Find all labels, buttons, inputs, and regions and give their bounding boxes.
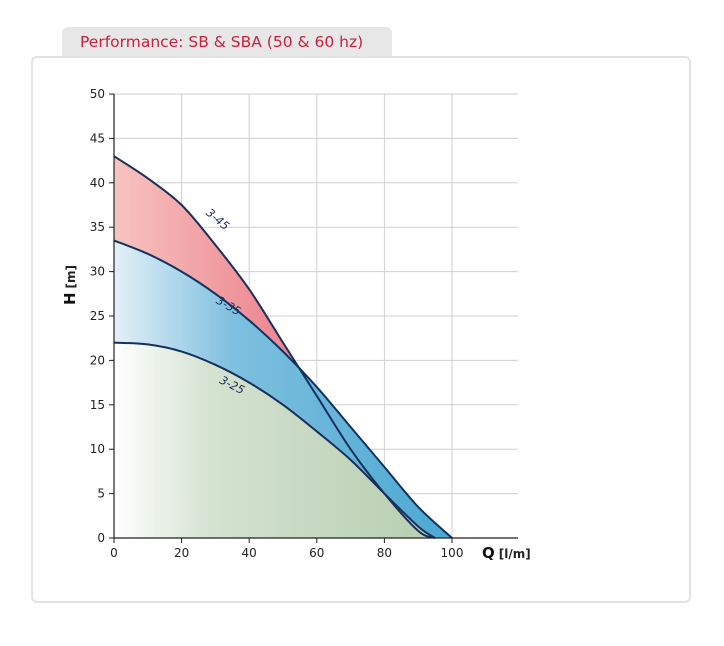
x-tick-label: 0 — [110, 546, 118, 560]
y-tick-label: 0 — [97, 531, 105, 545]
axes — [109, 93, 518, 543]
y-tick-label: 25 — [90, 309, 105, 323]
chart-title-tab: Performance: SB & SBA (50 & 60 hz) — [62, 27, 392, 57]
y-tick-label: 30 — [90, 265, 105, 279]
x-tick-label: 80 — [377, 546, 392, 560]
x-tick-label: 40 — [242, 546, 257, 560]
curve-label-3-45: 3-45 — [203, 205, 232, 233]
y-tick-label: 35 — [90, 220, 105, 234]
y-tick-label: 20 — [90, 353, 105, 367]
y-tick-label: 15 — [90, 398, 105, 412]
curve-lines — [113, 155, 453, 539]
y-axis-label: H[m] — [61, 265, 79, 305]
area-3-25 — [114, 342, 436, 538]
y-tick-label: 45 — [90, 131, 105, 145]
series-line-3-45 — [113, 155, 436, 539]
x-tick-label: 20 — [174, 546, 189, 560]
series-line-3-25 — [113, 341, 436, 539]
series-line-3-35 — [113, 239, 453, 539]
x-tick-label: 100 — [441, 546, 464, 560]
curve-areas — [114, 156, 452, 538]
y-tick-label: 10 — [90, 442, 105, 456]
y-tick-label: 50 — [90, 87, 105, 101]
x-axis-label: Q [l/m] — [482, 544, 531, 562]
y-tick-label: 40 — [90, 176, 105, 190]
y-tick-label: 5 — [97, 487, 105, 501]
x-tick-label: 60 — [309, 546, 324, 560]
tick-labels: 0 5 10 15 20 25 30 35 40 45 50 0 20 40 60 80 100 — [90, 87, 464, 560]
